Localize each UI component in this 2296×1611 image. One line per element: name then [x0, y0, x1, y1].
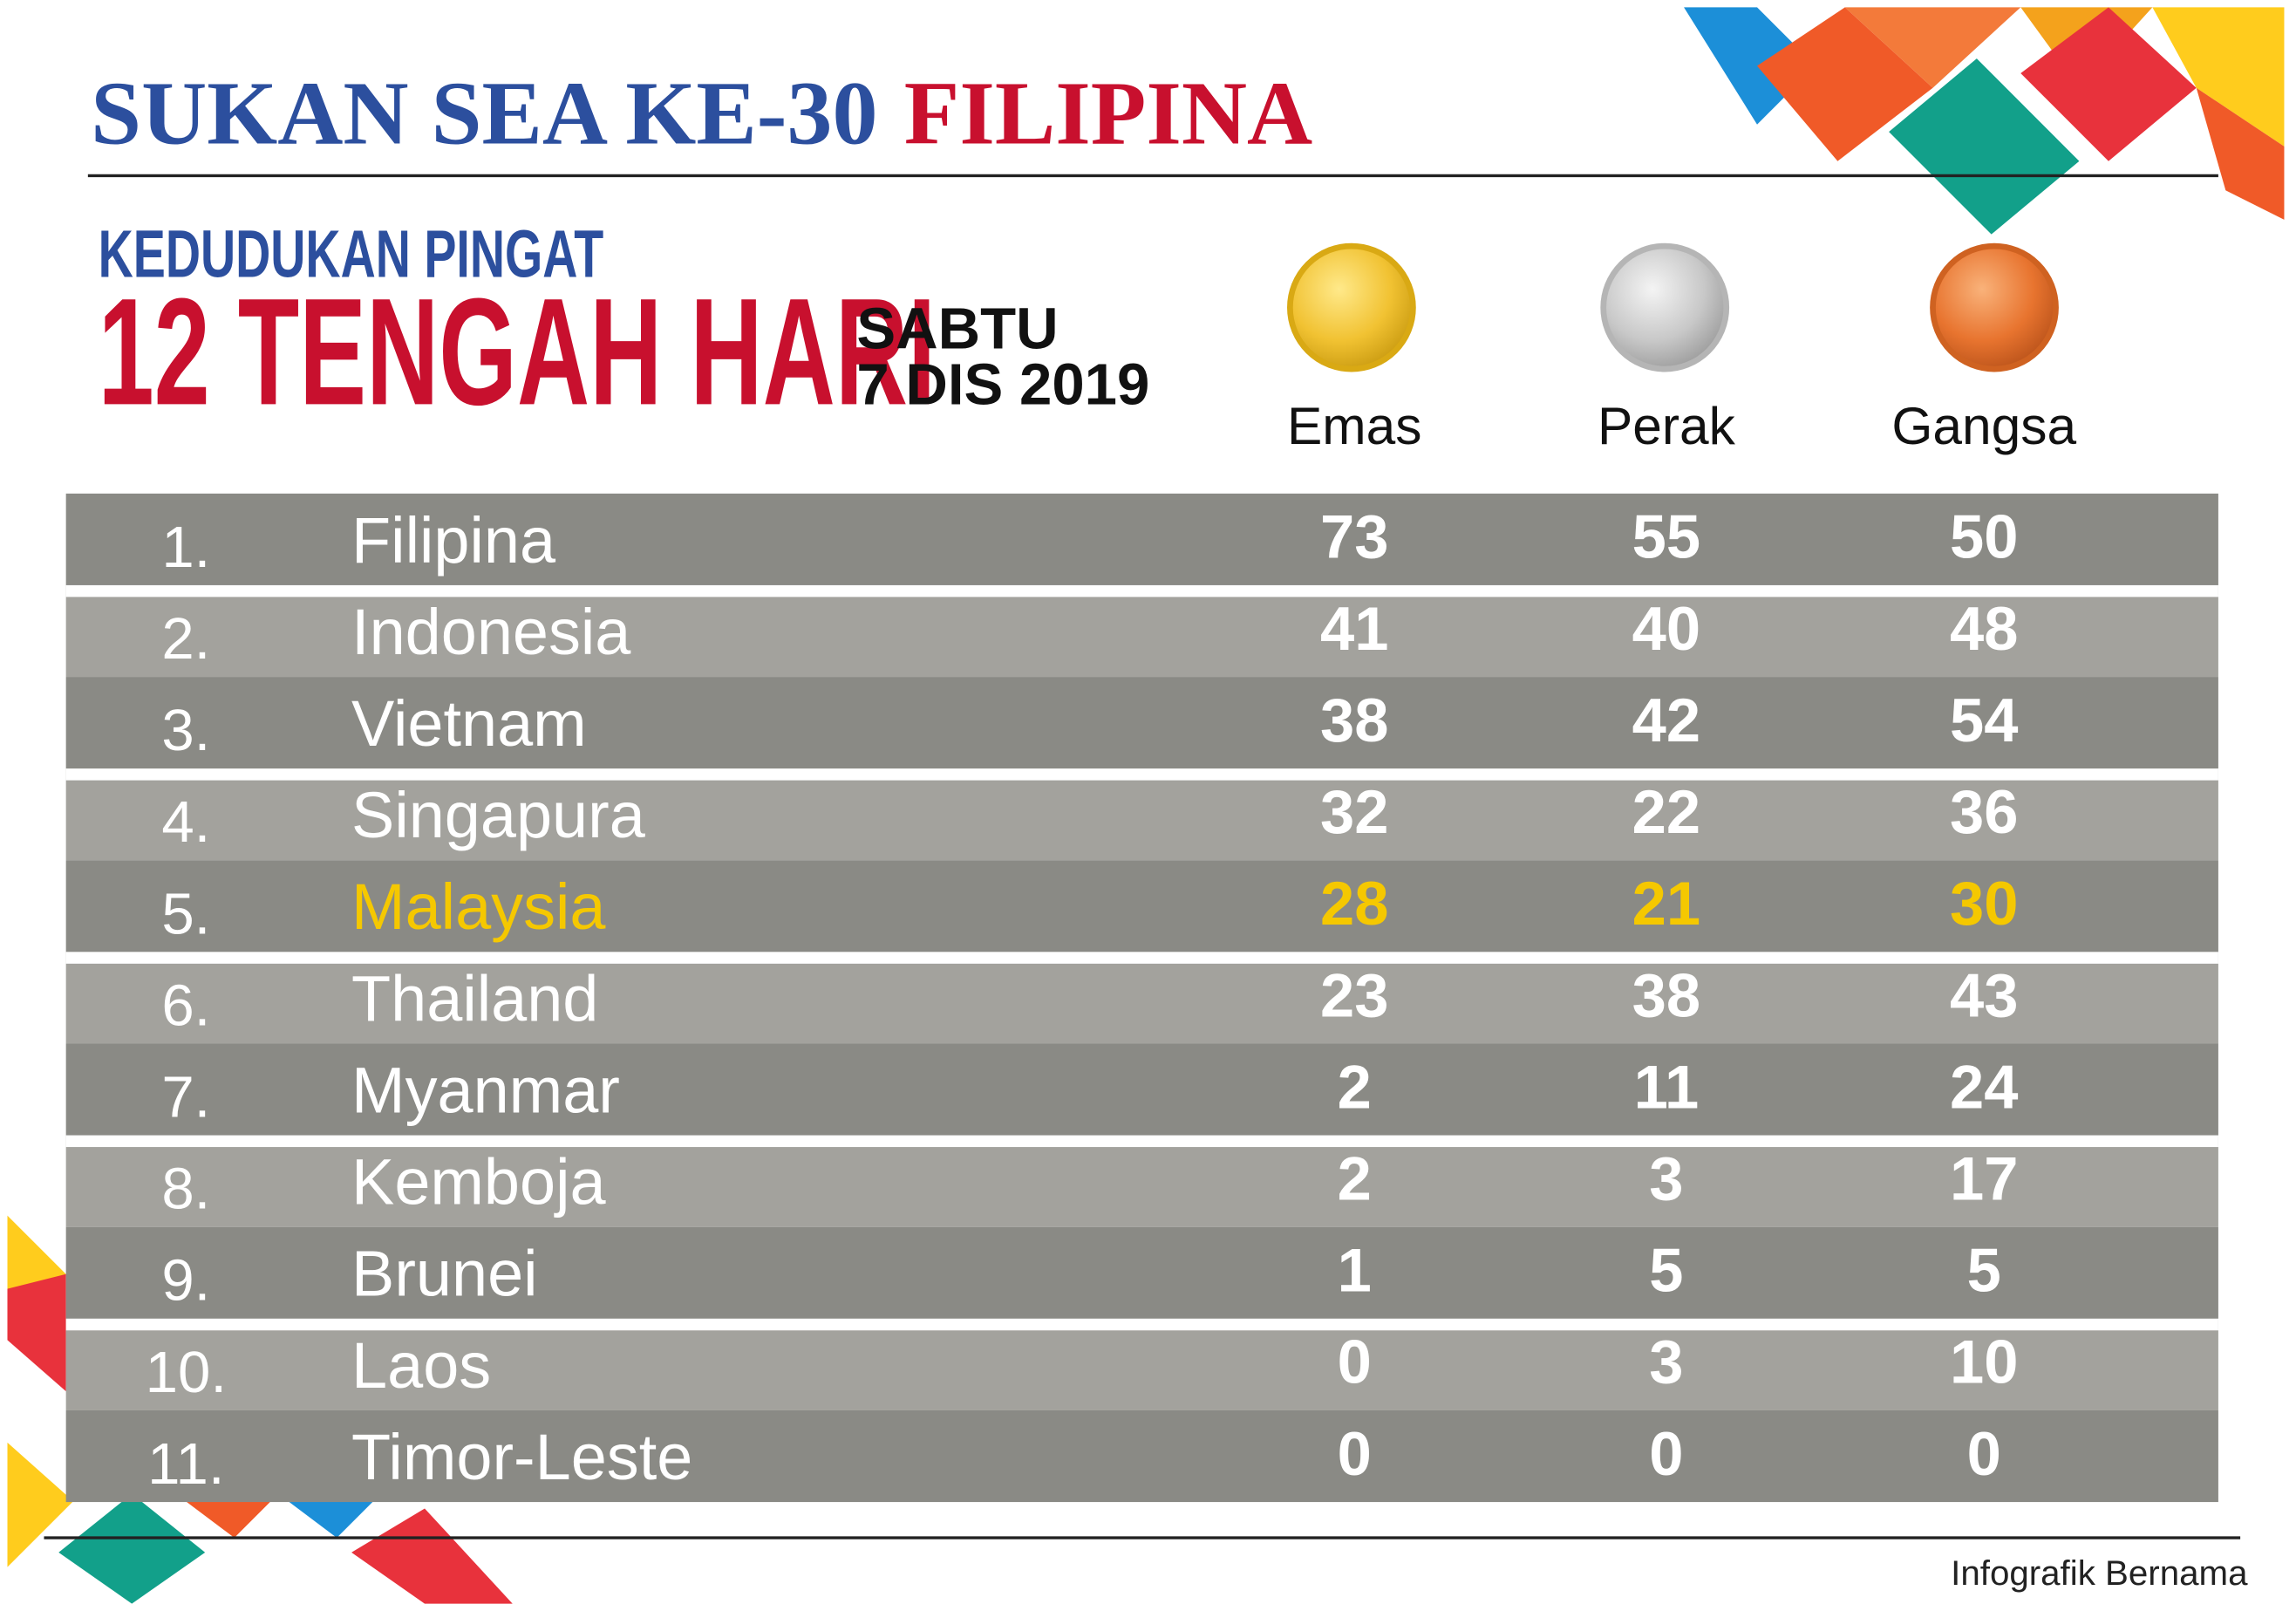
table-row [65, 860, 2218, 952]
medal-count: 24 [1950, 1052, 2018, 1121]
column-header: Gangsa [1891, 396, 2076, 455]
credit: Infografik Bernama [1951, 1553, 2248, 1593]
medal-count: 3 [1649, 1144, 1683, 1213]
title: SUKAN SEA KE-30 FILIPINA [91, 63, 1312, 164]
table-row [65, 1226, 2218, 1319]
rank: 1. [161, 515, 210, 580]
medal-count: 0 [1338, 1328, 1372, 1396]
medal-count: 2 [1338, 1052, 1372, 1121]
table-row [65, 584, 2218, 678]
medal-count: 0 [1967, 1419, 2001, 1488]
medal-count: 17 [1950, 1144, 2018, 1213]
medal-count: 2 [1338, 1144, 1372, 1213]
decoration-bottom-left [7, 1215, 513, 1604]
row-gap [65, 1135, 2218, 1148]
medal-count: 28 [1320, 869, 1388, 938]
medal-count: 32 [1320, 777, 1388, 846]
medal-count: 5 [1967, 1236, 2001, 1305]
medal-count: 23 [1320, 960, 1388, 1029]
silver-medal [1600, 242, 1730, 372]
table-row [65, 493, 2218, 585]
medal-count: 30 [1950, 869, 2018, 938]
medal-count: 22 [1632, 777, 1700, 846]
rank: 5. [161, 881, 210, 946]
rank: 10. [146, 1340, 227, 1405]
column-header: Emas [1287, 396, 1422, 455]
rank: 4. [161, 789, 210, 855]
table-row [65, 677, 2218, 769]
medal-count: 73 [1320, 502, 1388, 571]
table-row [65, 1135, 2218, 1227]
table-row [65, 1318, 2218, 1410]
country: Kemboja [351, 1146, 606, 1218]
country: Brunei [351, 1238, 537, 1310]
medal-count: 50 [1950, 502, 2018, 571]
time: 12 TENGAH HARI [99, 267, 937, 437]
country: Laos [351, 1329, 491, 1402]
rank: 9. [161, 1248, 210, 1314]
country: Malaysia [351, 870, 606, 943]
row-gap [65, 768, 2218, 781]
table-row [65, 1410, 2218, 1503]
medal-count: 40 [1632, 594, 1700, 663]
country: Timor-Leste [351, 1421, 692, 1493]
medal-count: 38 [1632, 960, 1700, 1029]
medal-count: 0 [1338, 1419, 1372, 1488]
medal-table: 1. Filipina 73 55 502. Indonesia 41 40 483. Vietn… [65, 493, 2218, 1503]
title-main: SUKAN SEA KE-30 [91, 63, 877, 164]
medal-count: 0 [1649, 1419, 1683, 1488]
gold-medal [1287, 242, 1416, 372]
medal-count: 1 [1338, 1236, 1372, 1305]
table-row [65, 952, 2218, 1044]
medal-count: 48 [1950, 594, 2018, 663]
medal-count: 21 [1632, 869, 1700, 938]
medal-count: 42 [1632, 686, 1700, 754]
date: 7 DIS 2019 [856, 352, 1149, 417]
rank: 7. [161, 1064, 210, 1130]
rank: 3. [161, 698, 210, 763]
medal-count: 36 [1950, 777, 2018, 846]
row-gap [65, 1318, 2218, 1331]
medal-count: 43 [1950, 960, 2018, 1029]
bronze-medal [1930, 242, 2059, 372]
medal-count: 5 [1649, 1236, 1683, 1305]
medal-count: 3 [1649, 1328, 1683, 1396]
rank: 2. [161, 606, 210, 672]
column-header: Perak [1598, 396, 1736, 455]
rank: 6. [161, 973, 210, 1038]
country: Myanmar [351, 1054, 620, 1126]
title-host: FILIPINA [904, 63, 1312, 164]
rank: 8. [161, 1157, 210, 1222]
medal-count: 38 [1320, 686, 1388, 754]
country: Indonesia [351, 596, 631, 668]
row-gap [65, 584, 2218, 597]
rank: 11. [147, 1431, 224, 1497]
country: Singapura [351, 779, 646, 851]
medal-count: 41 [1320, 594, 1388, 663]
table-row [65, 1043, 2218, 1136]
medal-count: 11 [1634, 1052, 1700, 1121]
medal-count: 10 [1950, 1328, 2018, 1396]
country: Thailand [351, 962, 598, 1034]
medal-count: 55 [1632, 502, 1700, 571]
country: Vietnam [351, 687, 587, 760]
medal-count: 54 [1950, 686, 2018, 754]
subtitle: KEDUDUKAN PINGAT [99, 216, 604, 291]
table-row [65, 768, 2218, 861]
country: Filipina [351, 504, 556, 577]
decoration-top-right [1684, 7, 2285, 235]
row-gap [65, 952, 2218, 964]
day: SABTU [856, 297, 1058, 362]
